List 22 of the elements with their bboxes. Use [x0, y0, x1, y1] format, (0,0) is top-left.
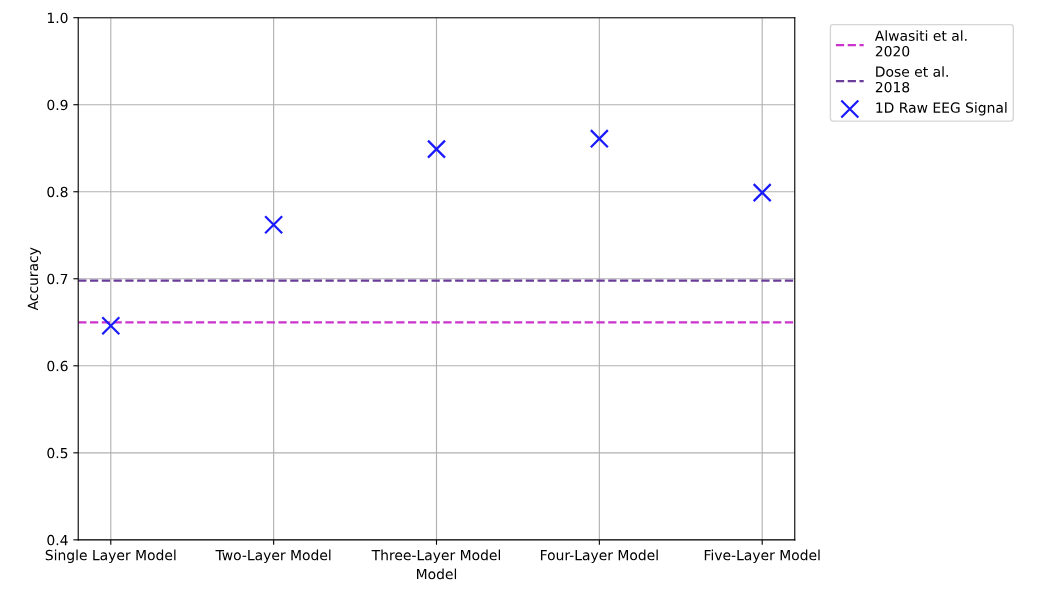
y-tick-label: 0.5: [47, 447, 68, 459]
x-tick-label: Five-Layer Model: [704, 549, 820, 564]
y-tick-label: 0.4: [47, 534, 68, 546]
x-tick-label: Three-Layer Model: [371, 549, 500, 564]
legend-label: Dose et al. 2018: [875, 66, 948, 93]
y-axis-title: Accuracy: [27, 247, 41, 311]
x-tick-label: Two-Layer Model: [215, 549, 331, 564]
x-axis-title: Model: [417, 568, 457, 580]
legend-label: 1D Raw EEG Signal: [876, 102, 1007, 116]
point: [264, 215, 284, 235]
y-tick-label: 0.8: [47, 186, 68, 198]
legend-label: Alwasiti et al. 2020: [874, 30, 967, 57]
x-tick-label: Single Layer Model: [45, 549, 176, 564]
y-tick-label: 0.6: [47, 360, 68, 372]
y-tick-label: 0.7: [47, 273, 68, 285]
point: [589, 129, 609, 149]
y-tick-label: 1.0: [47, 12, 68, 24]
y-tick-label: 0.9: [47, 99, 68, 111]
point: [101, 316, 121, 336]
point: [426, 139, 447, 159]
x-tick-label: Four-Layer Model: [540, 549, 658, 564]
point: [752, 183, 772, 203]
